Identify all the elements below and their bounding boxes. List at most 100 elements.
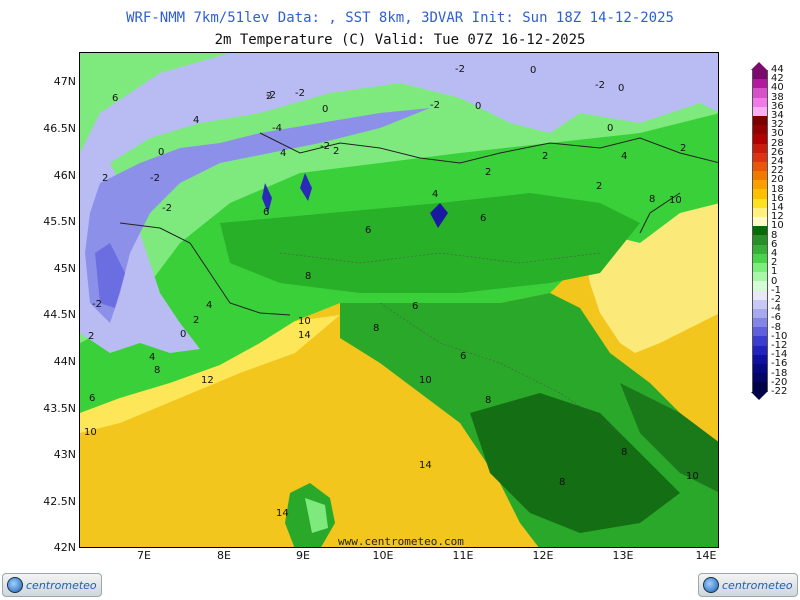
- colorbar-cell: [752, 345, 768, 355]
- colorbar-level-label: 40: [771, 82, 784, 94]
- colorbar-bottom-arrow: [751, 391, 767, 400]
- colorbar-cell: [752, 290, 768, 300]
- corsica-highlands: [305, 498, 328, 533]
- contour-label: 2: [102, 173, 108, 184]
- contour-label: 6: [412, 301, 418, 312]
- contour-label: 12: [201, 375, 214, 386]
- colorbar-cell: [752, 253, 768, 263]
- colorbar-level-label: 42: [771, 73, 784, 85]
- colorbar-level-label: -6: [771, 312, 781, 324]
- colorbar-level-label: 18: [771, 183, 784, 195]
- map-title-line2: 2m Temperature (C) Valid: Tue 07Z 16-12-…: [214, 32, 586, 48]
- colorbar-cell: [752, 217, 768, 227]
- lake-garda: [430, 203, 448, 228]
- lat-tick-45n: 45N: [53, 262, 76, 275]
- country-borders: [119, 132, 718, 316]
- colorbar-cell: [752, 161, 768, 172]
- colorbar-cell: [752, 336, 768, 346]
- map-title-line1: WRF-NMM 7km/51lev Data: , SST 8km, 3DVAR…: [126, 10, 674, 26]
- globe-icon: [7, 577, 23, 593]
- colorbar-cell: [752, 70, 768, 80]
- colorbar-cell: [752, 327, 768, 337]
- contour-label: 4: [193, 115, 199, 126]
- apennines-east-dark: [620, 383, 718, 492]
- lat-tick-46n: 46N: [53, 169, 76, 182]
- contour-label: 2: [193, 315, 199, 326]
- lake-maggiore: [262, 183, 272, 213]
- colorbar-cell: [752, 354, 768, 364]
- contour-label: 6: [460, 351, 466, 362]
- contour-label: 6: [89, 393, 95, 404]
- contour-label: 0: [530, 65, 536, 76]
- colorbar-cell: [752, 134, 768, 144]
- colorbar-cell: [752, 189, 768, 199]
- lat-tick-47n: 47N: [53, 75, 76, 88]
- contour-label: -2: [595, 80, 605, 91]
- contour-label: 2: [333, 146, 339, 157]
- contour-label: -4: [272, 123, 282, 134]
- contour-label: 0: [618, 83, 624, 94]
- lat-tick-42.5n: 42.5N: [43, 495, 76, 508]
- contour-label: 4: [206, 300, 212, 311]
- contour-label: 10: [686, 471, 699, 482]
- contour-label: 8: [373, 323, 379, 334]
- contour-label: 4: [149, 352, 155, 363]
- colorbar-level-label: 6: [771, 238, 778, 250]
- colorbar-level-label: 36: [771, 100, 784, 112]
- lon-tick-10e: 10E: [372, 549, 394, 562]
- logo-text: centrometeo: [722, 578, 793, 592]
- colorbar-cell: [752, 364, 768, 374]
- contour-label: -2: [150, 173, 160, 184]
- colorbar-level-label: -16: [771, 358, 788, 370]
- colorbar-level-label: -4: [771, 303, 781, 315]
- colorbar-level-label: 4: [771, 248, 778, 259]
- contour-label: 10: [669, 195, 682, 206]
- contour-label: 0: [475, 101, 481, 112]
- colorbar-level-label: -10: [771, 330, 788, 342]
- contour-label: 2: [88, 331, 94, 342]
- contour-label: 6: [365, 225, 371, 236]
- colorbar-cell: [752, 143, 768, 153]
- colorbar-level-label: 14: [771, 202, 784, 213]
- contour-label: -2: [266, 90, 276, 101]
- contour-label: 6: [480, 213, 486, 224]
- contour-label: 6: [263, 207, 269, 218]
- contour-label: 0: [158, 147, 164, 158]
- apennines-dark-green: [470, 393, 680, 533]
- watermark-centrometeo: www.centrometeo.com: [338, 535, 464, 548]
- colorbar-cell: [752, 272, 768, 282]
- colorbar-cell: [752, 382, 768, 392]
- contour-label: 0: [322, 104, 328, 115]
- colorbar-level-label: 20: [771, 174, 784, 186]
- lat-tick-45.5n: 45.5N: [43, 215, 76, 228]
- colorbar-level-label: 44: [771, 64, 784, 75]
- colorbar-level-label: -18: [771, 367, 788, 379]
- lat-tick-43n: 43N: [53, 448, 76, 461]
- contour-label: 4: [432, 189, 438, 200]
- colorbar-cell: [752, 115, 768, 126]
- colorbar-cell: [752, 281, 768, 291]
- contour-label: 14: [419, 460, 432, 471]
- lake-como: [300, 173, 312, 201]
- colorbar-level-label: -1: [771, 284, 781, 296]
- colorbar-level-label: 16: [771, 192, 784, 204]
- lat-tick-44.5n: 44.5N: [43, 308, 76, 321]
- colorbar-level-label: 26: [771, 146, 784, 158]
- contour-label: 6: [112, 93, 118, 104]
- contour-label: 14: [276, 508, 289, 519]
- centrometeo-logo-left[interactable]: centrometeo: [2, 573, 102, 597]
- colorbar-cell: [752, 180, 768, 190]
- centrometeo-logo-right[interactable]: centrometeo: [698, 573, 798, 597]
- colorbar-cell: [752, 79, 768, 89]
- po-valley: [220, 193, 640, 293]
- lat-tick-43.5n: 43.5N: [43, 402, 76, 415]
- colorbar-cell: [752, 88, 768, 98]
- colorbar-cell: [752, 226, 768, 236]
- colorbar-cells: [752, 70, 768, 392]
- lon-tick-7e: 7E: [137, 549, 151, 562]
- colorbar-cell: [752, 198, 768, 208]
- colorbar-level-label: 38: [771, 91, 784, 103]
- colorbar-cell: [752, 244, 768, 254]
- colorbar-level-label: 12: [771, 211, 784, 223]
- colorbar-level-label: 24: [771, 156, 784, 167]
